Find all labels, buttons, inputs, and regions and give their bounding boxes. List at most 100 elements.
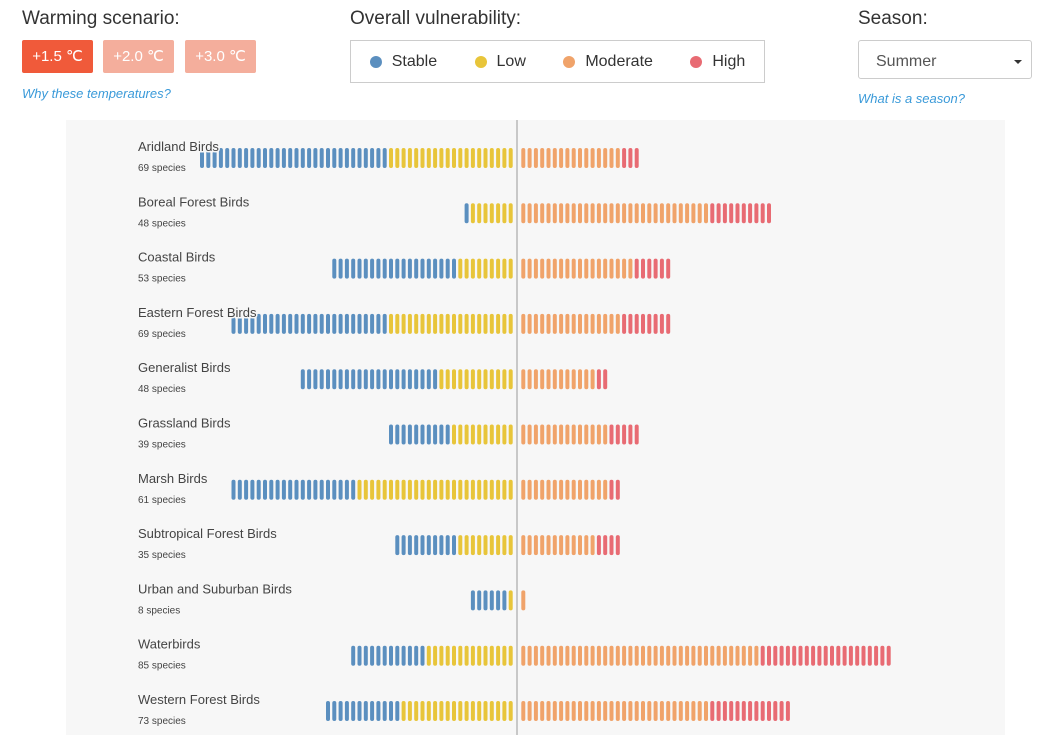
species-bar	[622, 148, 627, 168]
species-bar	[659, 203, 664, 224]
species-bar	[395, 313, 400, 334]
species-bar	[395, 424, 400, 445]
species-bar	[483, 148, 488, 168]
species-bar	[363, 148, 368, 168]
species-bar	[546, 203, 551, 224]
species-bar	[691, 701, 696, 721]
species-bar	[376, 148, 381, 168]
species-bar	[508, 369, 513, 390]
why-link[interactable]: Why these temperatures?	[22, 86, 171, 101]
species-bar	[489, 313, 494, 334]
species-bar	[811, 645, 816, 666]
species-bar	[382, 479, 387, 500]
scenario-button[interactable]: +1.5 ℃	[22, 40, 93, 73]
species-bar	[628, 203, 633, 224]
species-bar	[565, 645, 570, 666]
species-bar	[590, 535, 595, 556]
species-bar	[414, 645, 419, 666]
species-bar	[477, 258, 482, 279]
species-bar	[634, 313, 639, 334]
scenario-button[interactable]: +3.0 ℃	[185, 40, 256, 73]
species-bar	[395, 148, 400, 168]
species-bar	[477, 645, 482, 666]
warming-label: Warming scenario:	[22, 8, 180, 29]
species-bar	[615, 479, 620, 500]
species-bar	[867, 645, 872, 666]
species-bar	[313, 479, 318, 500]
species-bar	[407, 148, 412, 168]
species-bar	[540, 203, 545, 224]
species-bar	[351, 645, 356, 666]
species-bar	[225, 148, 230, 168]
species-bar	[464, 701, 469, 721]
species-bar	[477, 701, 482, 721]
species-bar	[754, 645, 759, 666]
species-bar	[496, 313, 501, 334]
species-bar	[307, 369, 312, 390]
species-bar	[483, 535, 488, 556]
species-bar	[571, 148, 576, 168]
season-link[interactable]: What is a season?	[858, 91, 965, 106]
species-bar	[552, 424, 557, 445]
species-bar	[578, 148, 582, 168]
species-bar	[590, 148, 595, 168]
species-bar	[426, 313, 431, 334]
species-bar	[395, 258, 400, 279]
species-bar	[470, 424, 475, 445]
species-bar	[452, 701, 456, 721]
species-bar	[250, 479, 255, 500]
species-bar	[741, 203, 746, 224]
species-bar	[395, 369, 400, 390]
species-bar	[433, 479, 438, 500]
group-row: Urban and Suburban Birds 8 species	[137, 580, 526, 616]
species-bar	[565, 424, 570, 445]
species-bar	[470, 313, 475, 334]
species-bar	[439, 535, 444, 556]
species-bar	[590, 424, 595, 445]
species-bar	[256, 479, 261, 500]
group-name: Western Forest Birds	[138, 692, 260, 707]
species-bar	[634, 645, 639, 666]
species-bar	[722, 701, 727, 721]
species-bar	[452, 258, 456, 279]
species-bar	[269, 313, 274, 334]
species-bar	[212, 148, 217, 168]
species-bar	[458, 258, 463, 279]
species-bar	[313, 148, 318, 168]
species-bar	[489, 258, 494, 279]
species-bar	[540, 313, 545, 334]
species-bar	[615, 645, 620, 666]
species-bar	[527, 313, 532, 334]
species-bar	[527, 479, 532, 500]
species-bar	[540, 148, 545, 168]
species-bar	[666, 645, 671, 666]
species-bar	[281, 148, 286, 168]
species-bar	[571, 645, 576, 666]
group-species: 39 species	[138, 440, 186, 451]
species-bar	[609, 535, 614, 556]
species-bar	[565, 203, 570, 224]
species-bar	[363, 369, 368, 390]
species-bar	[502, 258, 507, 279]
species-bar	[704, 645, 708, 666]
group-name: Marsh Birds	[138, 471, 208, 486]
species-bar	[357, 645, 362, 666]
species-bar	[357, 148, 362, 168]
species-bar	[464, 148, 469, 168]
species-bar	[584, 313, 589, 334]
species-bar	[420, 535, 425, 556]
species-bar	[767, 701, 771, 721]
group-species: 35 species	[138, 550, 186, 561]
species-bar	[622, 645, 627, 666]
species-bar	[508, 479, 513, 500]
species-bar	[326, 369, 330, 390]
group-name: Urban and Suburban Birds	[138, 581, 292, 596]
species-bar	[244, 479, 249, 500]
season-select[interactable]: Summer	[858, 40, 1032, 79]
species-bar	[653, 701, 658, 721]
scenario-button[interactable]: +2.0 ℃	[103, 40, 174, 73]
species-bar	[540, 369, 545, 390]
species-bar	[502, 590, 507, 611]
species-bar	[615, 313, 620, 334]
species-bar	[584, 479, 589, 500]
